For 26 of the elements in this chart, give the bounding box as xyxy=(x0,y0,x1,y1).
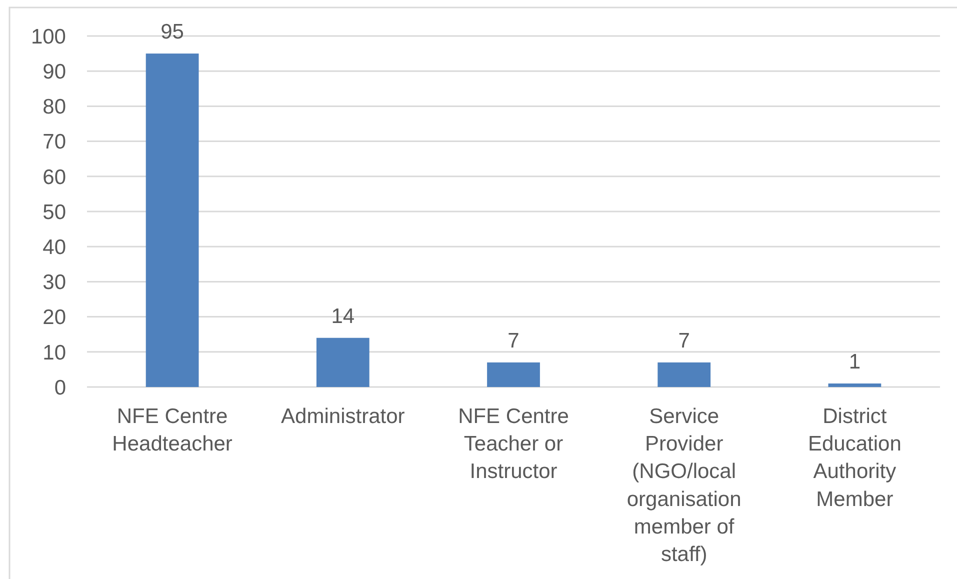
y-tick-label: 80 xyxy=(42,96,66,119)
y-tick-label: 30 xyxy=(42,271,66,294)
x-tick-label: Service Provider (NGO/local organisation member of staff) xyxy=(626,405,742,566)
data-label: 14 xyxy=(331,304,355,328)
bar xyxy=(487,362,540,387)
y-tick-label: 70 xyxy=(42,130,66,154)
x-tick-label: District Education Authority Member xyxy=(808,405,902,511)
y-tick-label: 100 xyxy=(30,25,66,48)
bar xyxy=(146,54,199,387)
bar xyxy=(658,362,711,387)
x-tick-label: NFE Centre Headteacher xyxy=(112,405,232,456)
y-tick-label: 0 xyxy=(54,376,66,400)
bar xyxy=(316,338,370,387)
data-label: 7 xyxy=(508,329,520,352)
y-tick-label: 10 xyxy=(42,341,66,364)
data-label: 7 xyxy=(678,329,690,352)
x-tick-label: Administrator xyxy=(281,405,405,428)
y-tick-label: 60 xyxy=(42,166,66,189)
y-tick-label: 40 xyxy=(42,236,66,259)
y-tick-label: 90 xyxy=(42,60,66,84)
bar xyxy=(828,383,882,387)
y-tick-label: 20 xyxy=(42,306,66,330)
data-label: 95 xyxy=(160,20,184,44)
x-tick-label: NFE Centre Teacher or Instructor xyxy=(458,405,569,484)
y-tick-label: 50 xyxy=(42,200,66,224)
data-label: 1 xyxy=(848,350,861,374)
